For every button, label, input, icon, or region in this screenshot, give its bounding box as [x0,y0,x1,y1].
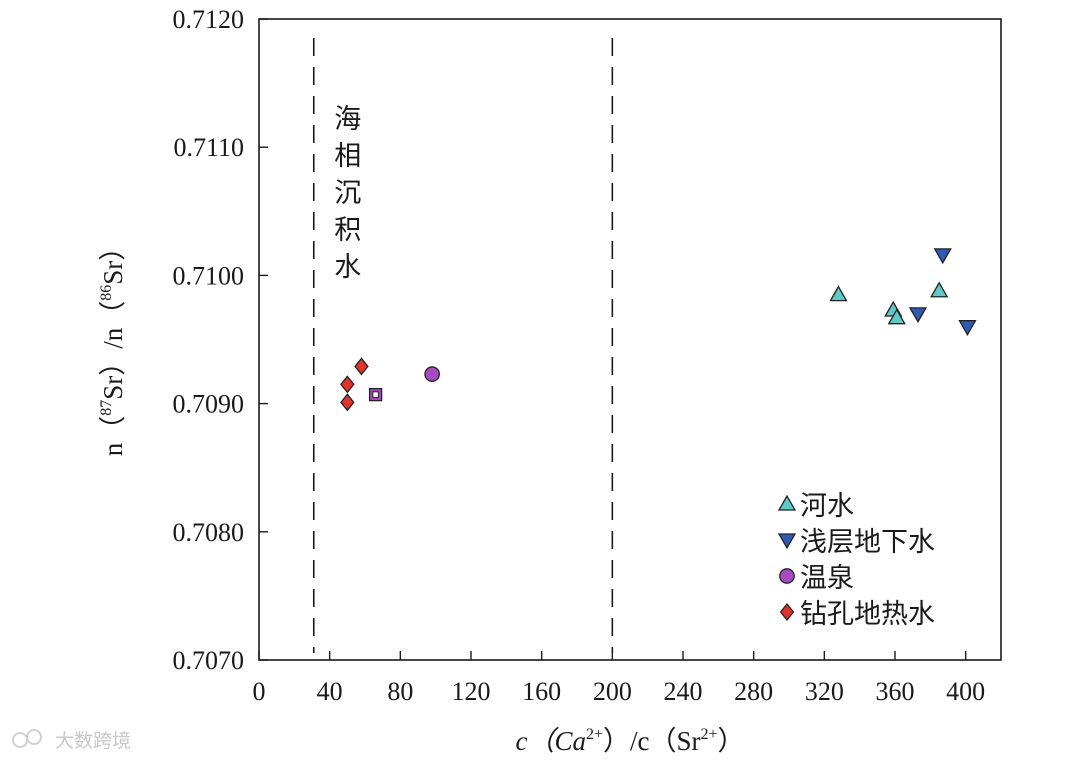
data-points [340,248,977,412]
watermark-text: 大数跨境 [55,730,131,752]
legend-label-0: 河水 [800,491,854,522]
point-s1-0 [908,307,928,324]
point-s0-0 [829,285,848,302]
reference-lines [312,38,614,653]
x-tick-label-5: 200 [593,677,632,706]
x-tick-label-3: 120 [452,677,491,706]
annotation-char-0: 海 [334,104,361,135]
watermark-logo-icon-2 [26,729,42,745]
legend-label-3: 钻孔地热水 [800,599,935,630]
point-s3-0 [340,375,355,394]
y-tick-label-1: 0.7080 [173,518,245,547]
y-tick-label-2: 0.7090 [173,390,245,419]
point-s1-2 [958,320,977,336]
legend-marker-3 [779,602,795,622]
legend-marker-1 [777,533,797,550]
legend-marker-2 [779,568,795,584]
point-s3-1 [354,357,369,376]
y-axis-title: n（87Sr）/n（86Sr） [98,234,128,457]
annotation-char-4: 水 [334,252,361,283]
point-s0-3 [930,281,949,298]
x-tick-label-10: 400 [946,677,985,706]
annotation-char-2: 沉 [334,178,361,209]
point-s3-2 [340,393,355,412]
x-tick-label-1: 40 [317,677,343,706]
y-tick-label-5: 0.7120 [173,5,245,34]
x-tick-label-2: 80 [387,677,413,706]
point-extra-0-inner [372,391,379,398]
x-tick-label-9: 360 [876,677,915,706]
point-s1-1 [933,248,952,265]
x-tick-label-8: 320 [805,677,844,706]
legend-label-1: 浅层地下水 [800,527,935,558]
annotation-char-3: 积 [334,215,361,246]
point-s0-2 [887,308,906,325]
x-tick-label-6: 240 [664,677,703,706]
x-axis-title: c（Ca2+）/c（Sr2+） [515,726,744,756]
y-tick-label-0: 0.7070 [173,646,245,675]
x-tick-label-7: 280 [734,677,773,706]
watermark-logo-icon [12,732,28,748]
x-tick-label-0: 0 [253,677,266,706]
x-tick-label-4: 160 [522,677,561,706]
axis-ticks: 0 40 80 120 160 200 240 280 320 360 400 0.7070 0.708… [173,5,986,706]
annotation-char-1: 相 [334,141,361,172]
plot-frame [258,18,1002,661]
legend-marker-0 [777,494,797,511]
legend-label-2: 温泉 [800,563,854,594]
watermark: 大数跨境 [12,729,131,752]
point-s2-0 [424,366,440,382]
y-tick-label-3: 0.7100 [173,261,245,290]
y-tick-label-4: 0.7110 [173,133,244,162]
